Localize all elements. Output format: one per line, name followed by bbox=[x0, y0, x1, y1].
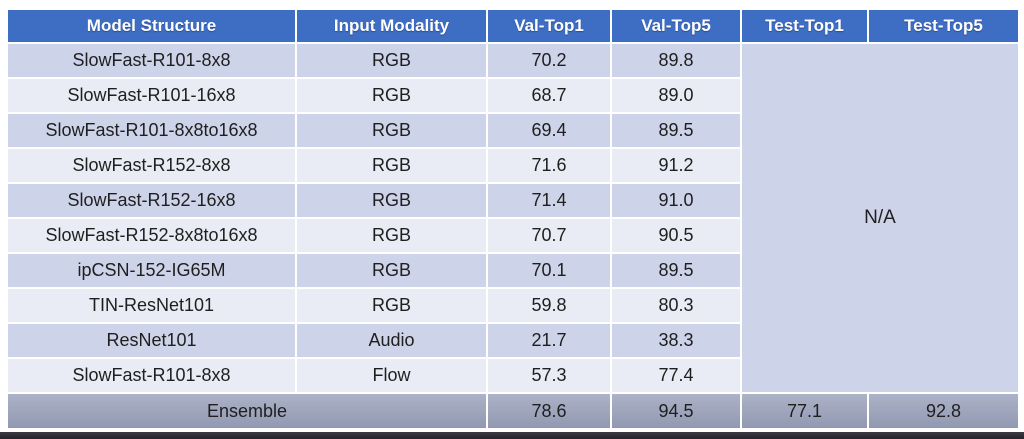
cell-model: SlowFast-R152-8x8to16x8 bbox=[6, 217, 297, 254]
table-row: SlowFast-R101-8x8 RGB 70.2 89.8 N/A bbox=[6, 42, 1020, 394]
cell-model: SlowFast-R152-8x8 bbox=[6, 147, 297, 184]
cell-modality: RGB bbox=[295, 147, 488, 184]
test-results-na-cell: N/A bbox=[740, 42, 1020, 394]
cell-val-top1: 57.3 bbox=[486, 357, 612, 394]
cell-ensemble-test-top5: 92.8 bbox=[867, 392, 1020, 430]
header-row: Model Structure Input Modality Val-Top1 … bbox=[6, 8, 1020, 44]
cell-model: SlowFast-R101-8x8to16x8 bbox=[6, 112, 297, 149]
cell-val-top5: 91.2 bbox=[610, 147, 742, 184]
cell-modality: Flow bbox=[295, 357, 488, 394]
cell-val-top5: 91.0 bbox=[610, 182, 742, 219]
cell-model: SlowFast-R152-16x8 bbox=[6, 182, 297, 219]
header-val-top5: Val-Top5 bbox=[610, 8, 742, 44]
cell-modality: RGB bbox=[295, 42, 488, 79]
cell-val-top1: 71.4 bbox=[486, 182, 612, 219]
cell-model: TIN-ResNet101 bbox=[6, 287, 297, 324]
cell-val-top5: 89.5 bbox=[610, 112, 742, 149]
table-row: SlowFast-R101-8x8to16x8 RGB 69.4 89.5 bbox=[6, 112, 1019, 149]
cell-modality: Audio bbox=[295, 322, 488, 359]
cell-val-top5: 89.0 bbox=[610, 77, 742, 114]
cell-model: SlowFast-R101-8x8 bbox=[6, 42, 297, 79]
table-row: SlowFast-R101-8x8 Flow 57.3 77.4 bbox=[6, 357, 1019, 394]
cell-modality: RGB bbox=[295, 217, 488, 254]
cell-val-top1: 68.7 bbox=[486, 77, 612, 114]
cell-modality: RGB bbox=[295, 287, 488, 324]
cell-val-top5: 80.3 bbox=[610, 287, 742, 324]
table-row: SlowFast-R152-8x8 RGB 71.6 91.2 bbox=[6, 147, 1019, 184]
video-letterbox-bar bbox=[0, 432, 1024, 439]
cell-val-top5: 89.5 bbox=[610, 252, 742, 289]
table-row: SlowFast-R101-16x8 RGB 68.7 89.0 bbox=[6, 77, 1019, 114]
cell-val-top5: 89.8 bbox=[610, 42, 742, 79]
cell-val-top5: 77.4 bbox=[610, 357, 742, 394]
cell-val-top1: 59.8 bbox=[486, 287, 612, 324]
cell-val-top1: 70.1 bbox=[486, 252, 612, 289]
cell-val-top1: 70.2 bbox=[486, 42, 612, 79]
header-model-structure: Model Structure bbox=[6, 8, 297, 44]
header-test-top5: Test-Top5 bbox=[867, 8, 1020, 44]
cell-model: SlowFast-R101-16x8 bbox=[6, 77, 297, 114]
cell-val-top1: 70.7 bbox=[486, 217, 612, 254]
table-row: ResNet101 Audio 21.7 38.3 bbox=[6, 322, 1019, 359]
ensemble-row: Ensemble 78.6 94.5 77.1 92.8 bbox=[6, 392, 1020, 430]
header-test-top1: Test-Top1 bbox=[740, 8, 869, 44]
table-row: SlowFast-R152-8x8to16x8 RGB 70.7 90.5 bbox=[6, 217, 1019, 254]
cell-modality: RGB bbox=[295, 77, 488, 114]
cell-val-top5: 90.5 bbox=[610, 217, 742, 254]
cell-model: ResNet101 bbox=[6, 322, 297, 359]
cell-val-top1: 69.4 bbox=[486, 112, 612, 149]
cell-val-top1: 71.6 bbox=[486, 147, 612, 184]
cell-model: ipCSN-152-IG65M bbox=[6, 252, 297, 289]
cell-ensemble-val-top5: 94.5 bbox=[610, 392, 742, 430]
cell-val-top5: 38.3 bbox=[610, 322, 742, 359]
cell-modality: RGB bbox=[295, 182, 488, 219]
cell-ensemble-test-top1: 77.1 bbox=[740, 392, 869, 430]
cell-modality: RGB bbox=[295, 112, 488, 149]
header-input-modality: Input Modality bbox=[295, 8, 488, 44]
table-row: TIN-ResNet101 RGB 59.8 80.3 bbox=[6, 287, 1019, 324]
header-val-top1: Val-Top1 bbox=[486, 8, 612, 44]
cell-model: SlowFast-R101-8x8 bbox=[6, 357, 297, 394]
cell-ensemble-label: Ensemble bbox=[6, 392, 488, 430]
table-row: ipCSN-152-IG65M RGB 70.1 89.5 bbox=[6, 252, 1019, 289]
table-row: SlowFast-R152-16x8 RGB 71.4 91.0 bbox=[6, 182, 1019, 219]
cell-val-top1: 21.7 bbox=[486, 322, 612, 359]
results-table: Model Structure Input Modality Val-Top1 … bbox=[6, 8, 1020, 430]
cell-ensemble-val-top1: 78.6 bbox=[486, 392, 612, 430]
cell-modality: RGB bbox=[295, 252, 488, 289]
